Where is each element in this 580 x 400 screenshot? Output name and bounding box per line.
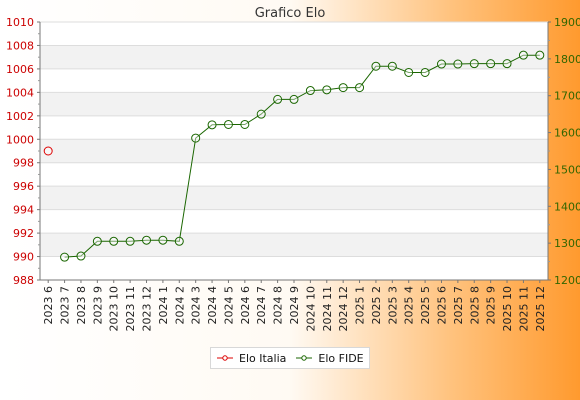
y-left-tick-label: 1002 [6, 110, 34, 123]
data-point-elo-fide [355, 83, 365, 93]
data-point-elo-fide [518, 50, 528, 60]
data-point-elo-fide [436, 59, 446, 69]
data-point-elo-italia [43, 146, 53, 156]
x-tick-label: 2024 11 [321, 286, 334, 332]
x-tick-label: 2024 3 [190, 286, 203, 325]
data-point-elo-fide [223, 119, 233, 129]
grid-band [40, 45, 548, 69]
y-left-tick-label: 992 [13, 227, 34, 240]
x-tick-label: 2024 4 [206, 286, 219, 325]
y-right-tick-label: 1700 [554, 90, 580, 103]
data-point-elo-fide [404, 67, 414, 77]
grid-band [40, 92, 548, 116]
data-point-elo-fide [469, 59, 479, 69]
y-left-tick-label: 998 [13, 157, 34, 170]
x-tick-label: 2025 10 [501, 286, 514, 332]
y-right-tick-label: 1500 [554, 163, 580, 176]
legend-item-elo-fide: Elo FIDE [296, 351, 364, 365]
data-point-elo-fide [305, 86, 315, 96]
data-point-elo-fide [338, 83, 348, 93]
x-tick-label: 2025 4 [403, 286, 416, 325]
y-left-tick-label: 1008 [6, 39, 34, 52]
y-left-tick-label: 1006 [6, 63, 34, 76]
y-left-tick-label: 994 [13, 204, 34, 217]
y-left-tick-label: 1000 [6, 133, 34, 146]
grid-band [40, 186, 548, 210]
x-tick-label: 2024 1 [157, 286, 170, 325]
data-point-elo-fide [371, 61, 381, 71]
legend-label-elo-italia: Elo Italia [239, 351, 287, 365]
data-point-elo-fide [289, 94, 299, 104]
y-right-tick-label: 1900 [554, 16, 580, 29]
y-left-tick-label: 988 [13, 274, 34, 287]
legend-marker-elo-fide [296, 355, 313, 361]
data-point-elo-fide [256, 109, 266, 119]
series-line-elo-fide [64, 54, 540, 258]
x-tick-label: 2023 9 [91, 286, 104, 325]
x-tick-label: 2023 8 [75, 286, 88, 325]
x-tick-label: 2024 8 [272, 286, 285, 325]
data-point-elo-fide [76, 251, 86, 261]
y-left-tick-label: 1004 [6, 86, 34, 99]
x-tick-label: 2025 2 [370, 286, 383, 325]
y-right-tick-label: 1300 [554, 237, 580, 250]
data-point-elo-fide [207, 120, 217, 130]
x-tick-label: 2025 6 [435, 286, 448, 325]
grid-band [40, 139, 548, 163]
data-point-elo-fide [420, 67, 430, 77]
legend-label-elo-fide: Elo FIDE [318, 351, 364, 365]
data-point-elo-fide [240, 119, 250, 129]
x-tick-label: 2024 2 [173, 286, 186, 325]
data-point-elo-fide [158, 235, 168, 245]
x-tick-label: 2023 11 [124, 286, 137, 332]
x-tick-label: 2023 7 [59, 286, 72, 325]
data-point-elo-fide [502, 59, 512, 69]
data-point-elo-fide [453, 59, 463, 69]
y-right-tick-label: 1400 [554, 200, 580, 213]
x-tick-label: 2025 9 [485, 286, 498, 325]
data-point-elo-fide [387, 61, 397, 71]
x-tick-label: 2024 5 [222, 286, 235, 325]
data-point-elo-fide [486, 59, 496, 69]
y-left-tick-label: 996 [13, 180, 34, 193]
x-tick-label: 2023 10 [108, 286, 121, 332]
data-point-elo-fide [125, 236, 135, 246]
x-tick-label: 2023 12 [141, 286, 154, 332]
data-point-elo-fide [191, 133, 201, 143]
legend-item-elo-italia: Elo Italia [217, 352, 286, 365]
x-tick-label: 2025 1 [354, 286, 367, 325]
x-tick-label: 2024 12 [337, 286, 350, 332]
x-tick-label: 2025 8 [468, 286, 481, 325]
data-point-elo-fide [109, 236, 119, 246]
data-point-elo-fide [142, 235, 152, 245]
y-right-tick-label: 1200 [554, 274, 580, 287]
chart-title: Grafico Elo [255, 6, 326, 21]
y-left-tick-label: 1010 [6, 16, 34, 29]
y-right-tick-label: 1800 [554, 53, 580, 66]
y-right-tick-label: 1600 [554, 127, 580, 140]
x-tick-label: 2024 6 [239, 286, 252, 325]
x-tick-label: 2024 7 [255, 286, 268, 325]
x-tick-label: 2025 5 [419, 286, 432, 325]
data-point-elo-fide [60, 252, 70, 262]
data-point-elo-fide [174, 236, 184, 246]
data-point-elo-fide [322, 85, 332, 95]
x-tick-label: 2025 11 [517, 286, 530, 332]
data-point-elo-fide [92, 236, 102, 246]
x-tick-label: 2023 6 [42, 286, 55, 325]
x-tick-label: 2025 3 [386, 286, 399, 325]
x-tick-label: 2024 10 [304, 286, 317, 332]
plot-area: 1010 1008 1006 1004 1002 1000 998 996 994 992 990 9… [6, 16, 580, 332]
data-point-elo-fide [273, 94, 283, 104]
y-left-tick-label: 990 [13, 251, 34, 264]
x-tick-label: 2025 7 [452, 286, 465, 325]
legend-marker-elo-italia [217, 355, 233, 361]
x-tick-label: 2024 9 [288, 286, 301, 325]
x-tick-label: 2025 12 [534, 286, 547, 332]
legend: Elo Italia Elo FIDE [210, 347, 370, 369]
data-point-elo-fide [535, 50, 545, 60]
